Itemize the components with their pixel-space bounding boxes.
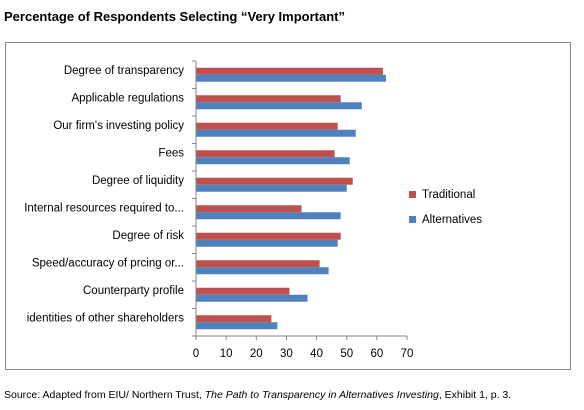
category-label: Degree of risk — [112, 230, 184, 242]
legend-swatch-traditional — [409, 191, 416, 198]
page-title: Percentage of Respondents Selecting “Ver… — [4, 9, 345, 24]
bar-alternatives-9 — [196, 322, 278, 330]
bar-traditional-7 — [196, 260, 320, 268]
bar-traditional-9 — [196, 315, 272, 323]
category-label: Our firm's investing policy — [53, 120, 184, 132]
x-tick-label: 40 — [310, 348, 323, 360]
category-label: Counterparty profile — [83, 285, 184, 297]
bar-traditional-8 — [196, 287, 290, 295]
bar-alternatives-3 — [196, 157, 350, 165]
x-tick-label: 60 — [370, 348, 383, 360]
x-tick-label: 30 — [280, 348, 293, 360]
source-suffix: , Exhibit 1, p. 3. — [438, 389, 512, 401]
category-label: Degree of liquidity — [92, 175, 184, 187]
source-prefix: Source: Adapted from EIU/ Northern Trust… — [4, 389, 205, 401]
x-tick-label: 10 — [220, 348, 233, 360]
bar-alternatives-5 — [196, 212, 341, 220]
bar-traditional-6 — [196, 232, 341, 240]
x-tick-label: 0 — [193, 348, 199, 360]
bar-alternatives-4 — [196, 184, 347, 192]
bar-traditional-1 — [196, 95, 341, 103]
legend-label-traditional: Traditional — [422, 189, 475, 201]
chart-area: Degree of transparency Applicable regulat… — [5, 42, 571, 370]
bar-traditional-4 — [196, 177, 353, 185]
category-label: Degree of transparency — [64, 65, 184, 77]
x-tick-label: 20 — [250, 348, 263, 360]
bar-traditional-5 — [196, 205, 302, 213]
category-label: Internal resources required to... — [24, 202, 184, 214]
bar-alternatives-1 — [196, 102, 362, 110]
legend-swatch-alternatives — [409, 216, 416, 223]
bar-traditional-2 — [196, 122, 338, 130]
category-label: Applicable regulations — [71, 92, 184, 104]
bar-alternatives-6 — [196, 239, 338, 247]
bar-chart: Degree of transparency Applicable regulat… — [24, 60, 482, 360]
bar-alternatives-0 — [196, 74, 386, 82]
bar-alternatives-7 — [196, 267, 329, 275]
x-tick-label: 50 — [340, 348, 353, 360]
category-label: Fees — [158, 147, 184, 159]
bar-alternatives-2 — [196, 129, 356, 137]
x-tick-label: 70 — [401, 348, 414, 360]
source-note: Source: Adapted from EIU/ Northern Trust… — [4, 389, 511, 401]
category-label: Speed/accuracy of prcing or... — [32, 257, 184, 269]
legend-label-alternatives: Alternatives — [422, 214, 482, 226]
category-label: identities of other shareholders — [27, 312, 185, 324]
source-title: The Path to Transparency in Alternatives… — [204, 389, 439, 401]
bar-traditional-3 — [196, 150, 335, 158]
bar-alternatives-8 — [196, 294, 308, 302]
bar-traditional-0 — [196, 67, 383, 75]
